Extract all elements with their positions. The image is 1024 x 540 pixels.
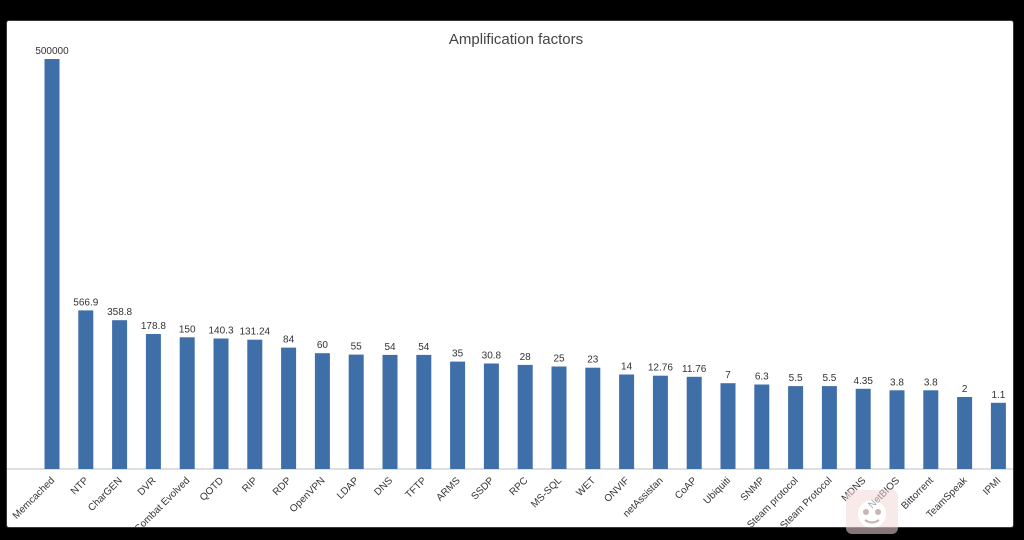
bar-1	[78, 310, 94, 469]
bar-13	[483, 363, 499, 469]
category-label-9: LDAP	[335, 475, 361, 501]
category-label-2: CharGEN	[86, 475, 124, 513]
bar-23	[821, 386, 837, 469]
bar-19	[686, 376, 702, 469]
bar-3	[145, 334, 161, 469]
bar-7	[281, 347, 297, 469]
value-label-8: 60	[317, 340, 329, 351]
value-label-6: 131.24	[240, 327, 271, 338]
bar-6	[247, 339, 263, 469]
category-label-20: Ubiquiti	[702, 475, 733, 506]
category-label-6: RIP	[240, 475, 260, 495]
category-label-11: TFTP	[403, 475, 429, 501]
bar-8	[314, 353, 330, 469]
value-label-4: 150	[179, 324, 196, 335]
value-label-23: 5.5	[822, 373, 836, 384]
category-label-7: RDP	[271, 475, 294, 498]
bar-5	[213, 338, 229, 469]
category-label-8: OpenVPN	[288, 475, 328, 515]
value-label-22: 5.5	[789, 373, 803, 384]
category-label-3: DVR	[136, 475, 159, 498]
value-label-group: 500000 566.9 358.8 178.8 150 140.3 131.24 84 60 5…	[35, 46, 1005, 401]
bar-20	[720, 383, 736, 469]
bar-11	[416, 354, 432, 469]
chart-frame: Amplification factors 500000 566.9 358.8 17…	[6, 20, 1014, 528]
value-label-12: 35	[452, 349, 464, 360]
value-label-20: 7	[725, 370, 731, 381]
value-label-9: 55	[351, 342, 363, 353]
bar-17	[619, 374, 635, 469]
bar-27	[957, 397, 973, 469]
bar-28	[990, 402, 1006, 469]
bar-24	[855, 388, 871, 469]
category-label-21: SNMP	[739, 475, 767, 503]
value-label-28: 1.1	[991, 390, 1005, 401]
value-label-5: 140.3	[208, 326, 233, 337]
value-label-0: 500000	[35, 46, 69, 57]
category-label-16: WET	[574, 475, 597, 498]
value-label-3: 178.8	[141, 321, 166, 332]
bar-2	[112, 320, 128, 469]
chart-title: Amplification factors	[449, 31, 583, 48]
category-label-19: CoAP	[673, 475, 699, 501]
value-label-7: 84	[283, 335, 295, 346]
amplification-factors-chart: Amplification factors 500000 566.9 358.8 17…	[7, 31, 1013, 527]
category-label-13: SSDP	[469, 475, 496, 502]
value-label-27: 2	[962, 384, 968, 395]
value-label-16: 23	[587, 355, 599, 366]
category-label-14: RPC	[508, 475, 531, 498]
category-label-15: MS-SQL	[529, 475, 564, 510]
value-label-26: 3.8	[924, 377, 938, 388]
value-label-25: 3.8	[890, 377, 904, 388]
category-label-0: Memcached	[11, 475, 57, 521]
category-label-5: QOTD	[198, 475, 226, 503]
value-label-15: 25	[553, 354, 565, 365]
bar-22	[788, 386, 804, 469]
bar-25	[889, 390, 905, 469]
bar-26	[923, 390, 939, 469]
value-label-14: 28	[520, 352, 532, 363]
bar-14	[517, 364, 533, 469]
bar-15	[551, 366, 567, 469]
value-label-11: 54	[418, 342, 430, 353]
bar-9	[348, 354, 364, 469]
bar-10	[382, 354, 398, 469]
value-label-2: 358.8	[107, 307, 132, 318]
value-label-24: 4.35	[853, 376, 873, 387]
bar-16	[585, 367, 601, 469]
bar-12	[450, 361, 466, 469]
category-label-10: DNS	[372, 475, 395, 498]
value-label-18: 12.76	[648, 363, 673, 374]
bar-0	[44, 59, 60, 469]
bar-group	[44, 59, 1006, 469]
bar-4	[179, 337, 195, 469]
category-label-28: IPMI	[981, 475, 1003, 497]
bar-18	[652, 375, 668, 469]
bar-21	[754, 384, 770, 469]
category-label-12: ARMS	[435, 475, 463, 503]
value-label-1: 566.9	[73, 297, 98, 308]
value-label-10: 54	[384, 342, 396, 353]
value-label-17: 14	[621, 362, 633, 373]
category-label-1: NTP	[69, 475, 91, 497]
value-label-19: 11.76	[682, 364, 707, 375]
value-label-21: 6.3	[755, 372, 769, 383]
value-label-13: 30.8	[482, 351, 502, 362]
category-label-17: ONVIF	[602, 475, 631, 504]
watermark-mascot-icon	[846, 490, 898, 534]
